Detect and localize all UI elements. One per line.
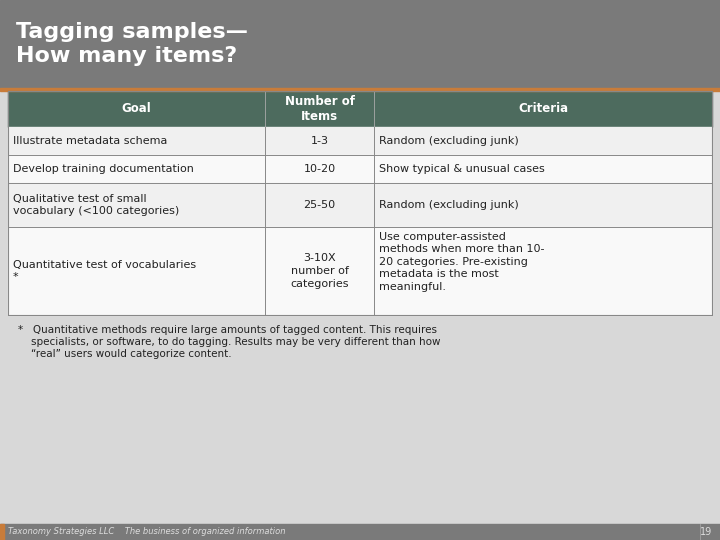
Text: Quantitative test of vocabularies
*: Quantitative test of vocabularies * xyxy=(13,260,196,282)
Text: Develop training documentation: Develop training documentation xyxy=(13,164,194,174)
Bar xyxy=(0,88,720,91)
Bar xyxy=(8,227,712,315)
Text: 1-3: 1-3 xyxy=(310,136,328,146)
Text: Use computer-assisted
methods when more than 10-
20 categories. Pre-existing
met: Use computer-assisted methods when more … xyxy=(379,232,544,292)
Text: specialists, or software, to do tagging. Results may be very different than how: specialists, or software, to do tagging.… xyxy=(18,337,441,347)
Text: Criteria: Criteria xyxy=(518,103,568,116)
Text: Taxonomy Strategies LLC    The business of organized information: Taxonomy Strategies LLC The business of … xyxy=(8,528,286,537)
Text: Illustrate metadata schema: Illustrate metadata schema xyxy=(13,136,167,146)
Text: Random (excluding junk): Random (excluding junk) xyxy=(379,136,519,146)
Bar xyxy=(8,155,712,183)
Text: Number of
Items: Number of Items xyxy=(284,95,354,123)
Text: 10-20: 10-20 xyxy=(303,164,336,174)
Text: Random (excluding junk): Random (excluding junk) xyxy=(379,200,519,210)
Text: Goal: Goal xyxy=(122,103,151,116)
Bar xyxy=(8,91,712,315)
Bar xyxy=(0,524,4,540)
Bar xyxy=(8,91,712,127)
Text: 19: 19 xyxy=(700,527,712,537)
Text: 25-50: 25-50 xyxy=(303,200,336,210)
Text: 3-10X
number of
categories: 3-10X number of categories xyxy=(290,253,348,289)
Bar xyxy=(8,127,712,155)
Text: “real” users would categorize content.: “real” users would categorize content. xyxy=(18,349,232,359)
Text: Tagging samples—
How many items?: Tagging samples— How many items? xyxy=(16,22,248,66)
Bar xyxy=(8,183,712,227)
Bar xyxy=(0,524,720,540)
Text: Qualitative test of small
vocabulary (<100 categories): Qualitative test of small vocabulary (<1… xyxy=(13,194,179,216)
Text: *   Quantitative methods require large amounts of tagged content. This requires: * Quantitative methods require large amo… xyxy=(18,325,437,335)
Bar xyxy=(0,0,720,88)
Text: Show typical & unusual cases: Show typical & unusual cases xyxy=(379,164,545,174)
